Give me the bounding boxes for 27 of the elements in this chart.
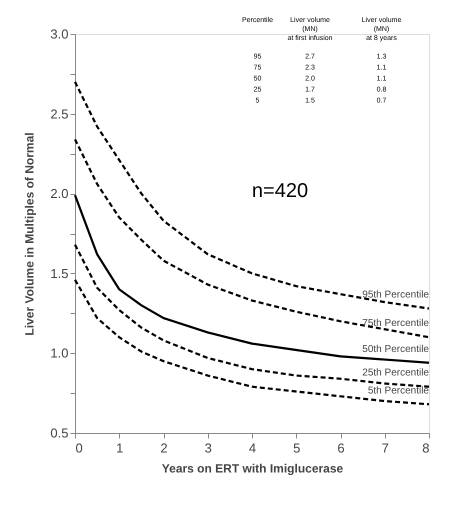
y-tick-label: 2.0 <box>50 186 68 202</box>
series-label: 50th Percentile <box>362 344 430 355</box>
line-series <box>74 244 430 388</box>
y-tick-label: 2.5 <box>50 106 68 122</box>
y-tick-label: 1.0 <box>50 346 68 361</box>
x-tick-label: 1 <box>116 440 124 456</box>
x-tick-label: 7 <box>382 440 389 456</box>
y-tick-label: 1.5 <box>50 266 68 281</box>
y-axis-title: Liver Volume in Multiples of Normal <box>22 132 36 336</box>
series-label: 75th Percentile <box>362 318 430 330</box>
x-tick-label: 8 <box>422 440 430 456</box>
line-series <box>74 138 430 338</box>
y-tick-label: 3.0 <box>50 26 68 42</box>
series-label: 95th Percentile <box>362 290 430 301</box>
line-series <box>74 80 430 310</box>
annotation: n=420 <box>252 180 308 202</box>
x-tick-label: 5 <box>293 440 300 456</box>
x-axis-title: Years on ERT with Imiglucerase <box>162 462 344 476</box>
x-tick-label: 3 <box>204 440 212 456</box>
y-tick-label: 0.5 <box>50 426 68 440</box>
x-tick-label: 6 <box>337 440 345 456</box>
series-label: 5th Percentile <box>368 385 430 396</box>
line-series <box>74 278 430 406</box>
x-tick-label: 4 <box>248 440 256 456</box>
x-tick-label: 0 <box>76 440 83 456</box>
series-label: 25th Percentile <box>362 368 430 379</box>
x-tick-label: 2 <box>160 440 168 456</box>
